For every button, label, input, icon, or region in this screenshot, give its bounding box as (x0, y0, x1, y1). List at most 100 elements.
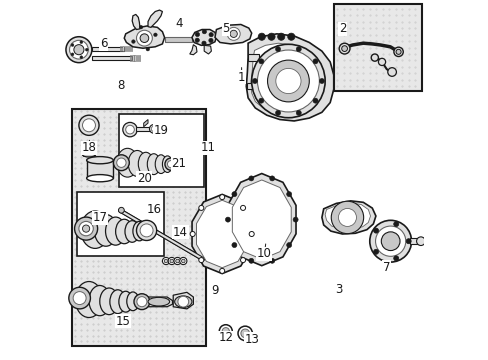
Circle shape (219, 325, 232, 338)
Circle shape (82, 225, 89, 232)
Ellipse shape (86, 175, 113, 182)
Circle shape (195, 32, 199, 37)
Text: 16: 16 (146, 203, 161, 216)
Polygon shape (192, 30, 216, 45)
Text: 4: 4 (175, 17, 183, 30)
Circle shape (117, 158, 126, 167)
Ellipse shape (81, 211, 109, 248)
Polygon shape (145, 297, 172, 307)
Circle shape (369, 220, 411, 262)
Circle shape (275, 110, 280, 115)
Circle shape (118, 207, 124, 213)
Text: 10: 10 (256, 247, 271, 260)
Text: 9: 9 (211, 284, 218, 297)
Circle shape (74, 45, 84, 55)
Polygon shape (91, 47, 123, 51)
Circle shape (393, 221, 398, 226)
Circle shape (416, 237, 425, 246)
Circle shape (267, 33, 275, 40)
Circle shape (378, 58, 385, 66)
Circle shape (258, 59, 264, 64)
Circle shape (140, 224, 153, 237)
Circle shape (249, 231, 254, 237)
Circle shape (275, 68, 301, 94)
Circle shape (131, 40, 135, 43)
Circle shape (277, 33, 284, 40)
Circle shape (174, 257, 181, 265)
Circle shape (71, 44, 74, 46)
Circle shape (248, 176, 253, 181)
Polygon shape (227, 174, 295, 266)
Text: 17: 17 (92, 211, 107, 224)
Circle shape (199, 257, 203, 262)
Text: 18: 18 (81, 141, 96, 154)
Circle shape (248, 258, 253, 263)
Circle shape (175, 259, 179, 263)
Circle shape (230, 30, 237, 37)
Text: 5: 5 (222, 22, 229, 35)
Polygon shape (325, 203, 370, 229)
Circle shape (140, 34, 148, 42)
Circle shape (267, 60, 309, 102)
Text: 13: 13 (244, 333, 259, 346)
Circle shape (373, 249, 378, 254)
Ellipse shape (119, 291, 132, 312)
Polygon shape (136, 127, 152, 131)
Circle shape (240, 257, 245, 262)
Polygon shape (120, 46, 121, 51)
Text: 8: 8 (118, 79, 125, 92)
Ellipse shape (100, 288, 118, 315)
Circle shape (181, 259, 185, 263)
Ellipse shape (115, 219, 133, 244)
Circle shape (240, 206, 245, 211)
Polygon shape (122, 46, 123, 51)
Polygon shape (124, 26, 164, 48)
Circle shape (275, 47, 280, 52)
Circle shape (73, 292, 86, 305)
Circle shape (286, 192, 291, 197)
Circle shape (257, 50, 319, 112)
Circle shape (296, 47, 301, 52)
Polygon shape (136, 55, 138, 61)
Ellipse shape (89, 285, 110, 316)
Polygon shape (247, 83, 258, 89)
Polygon shape (333, 61, 341, 72)
Ellipse shape (82, 153, 95, 157)
Ellipse shape (148, 297, 169, 306)
Circle shape (113, 155, 129, 171)
Polygon shape (246, 34, 333, 121)
Circle shape (137, 297, 146, 307)
Ellipse shape (128, 150, 146, 176)
Ellipse shape (125, 221, 139, 242)
Polygon shape (164, 37, 192, 42)
Circle shape (330, 201, 363, 234)
Circle shape (373, 228, 378, 233)
Circle shape (395, 49, 400, 54)
Circle shape (227, 27, 240, 40)
Text: 14: 14 (173, 226, 187, 239)
Polygon shape (129, 46, 130, 51)
Polygon shape (131, 46, 132, 51)
Circle shape (170, 259, 173, 263)
Circle shape (219, 269, 224, 274)
Circle shape (238, 326, 252, 341)
Circle shape (319, 78, 324, 84)
Circle shape (122, 122, 137, 137)
Polygon shape (215, 24, 251, 44)
Circle shape (167, 161, 174, 168)
Ellipse shape (75, 282, 102, 318)
Polygon shape (409, 238, 420, 244)
Ellipse shape (138, 152, 153, 175)
Text: 6: 6 (100, 37, 107, 50)
Bar (77, 192, 163, 256)
Circle shape (258, 98, 264, 103)
Circle shape (164, 158, 177, 170)
Ellipse shape (117, 148, 138, 177)
Circle shape (269, 176, 274, 181)
Circle shape (139, 25, 142, 29)
Bar (333, 4, 421, 91)
Circle shape (80, 56, 82, 59)
Circle shape (208, 32, 213, 37)
Ellipse shape (162, 156, 172, 172)
Polygon shape (143, 120, 148, 127)
